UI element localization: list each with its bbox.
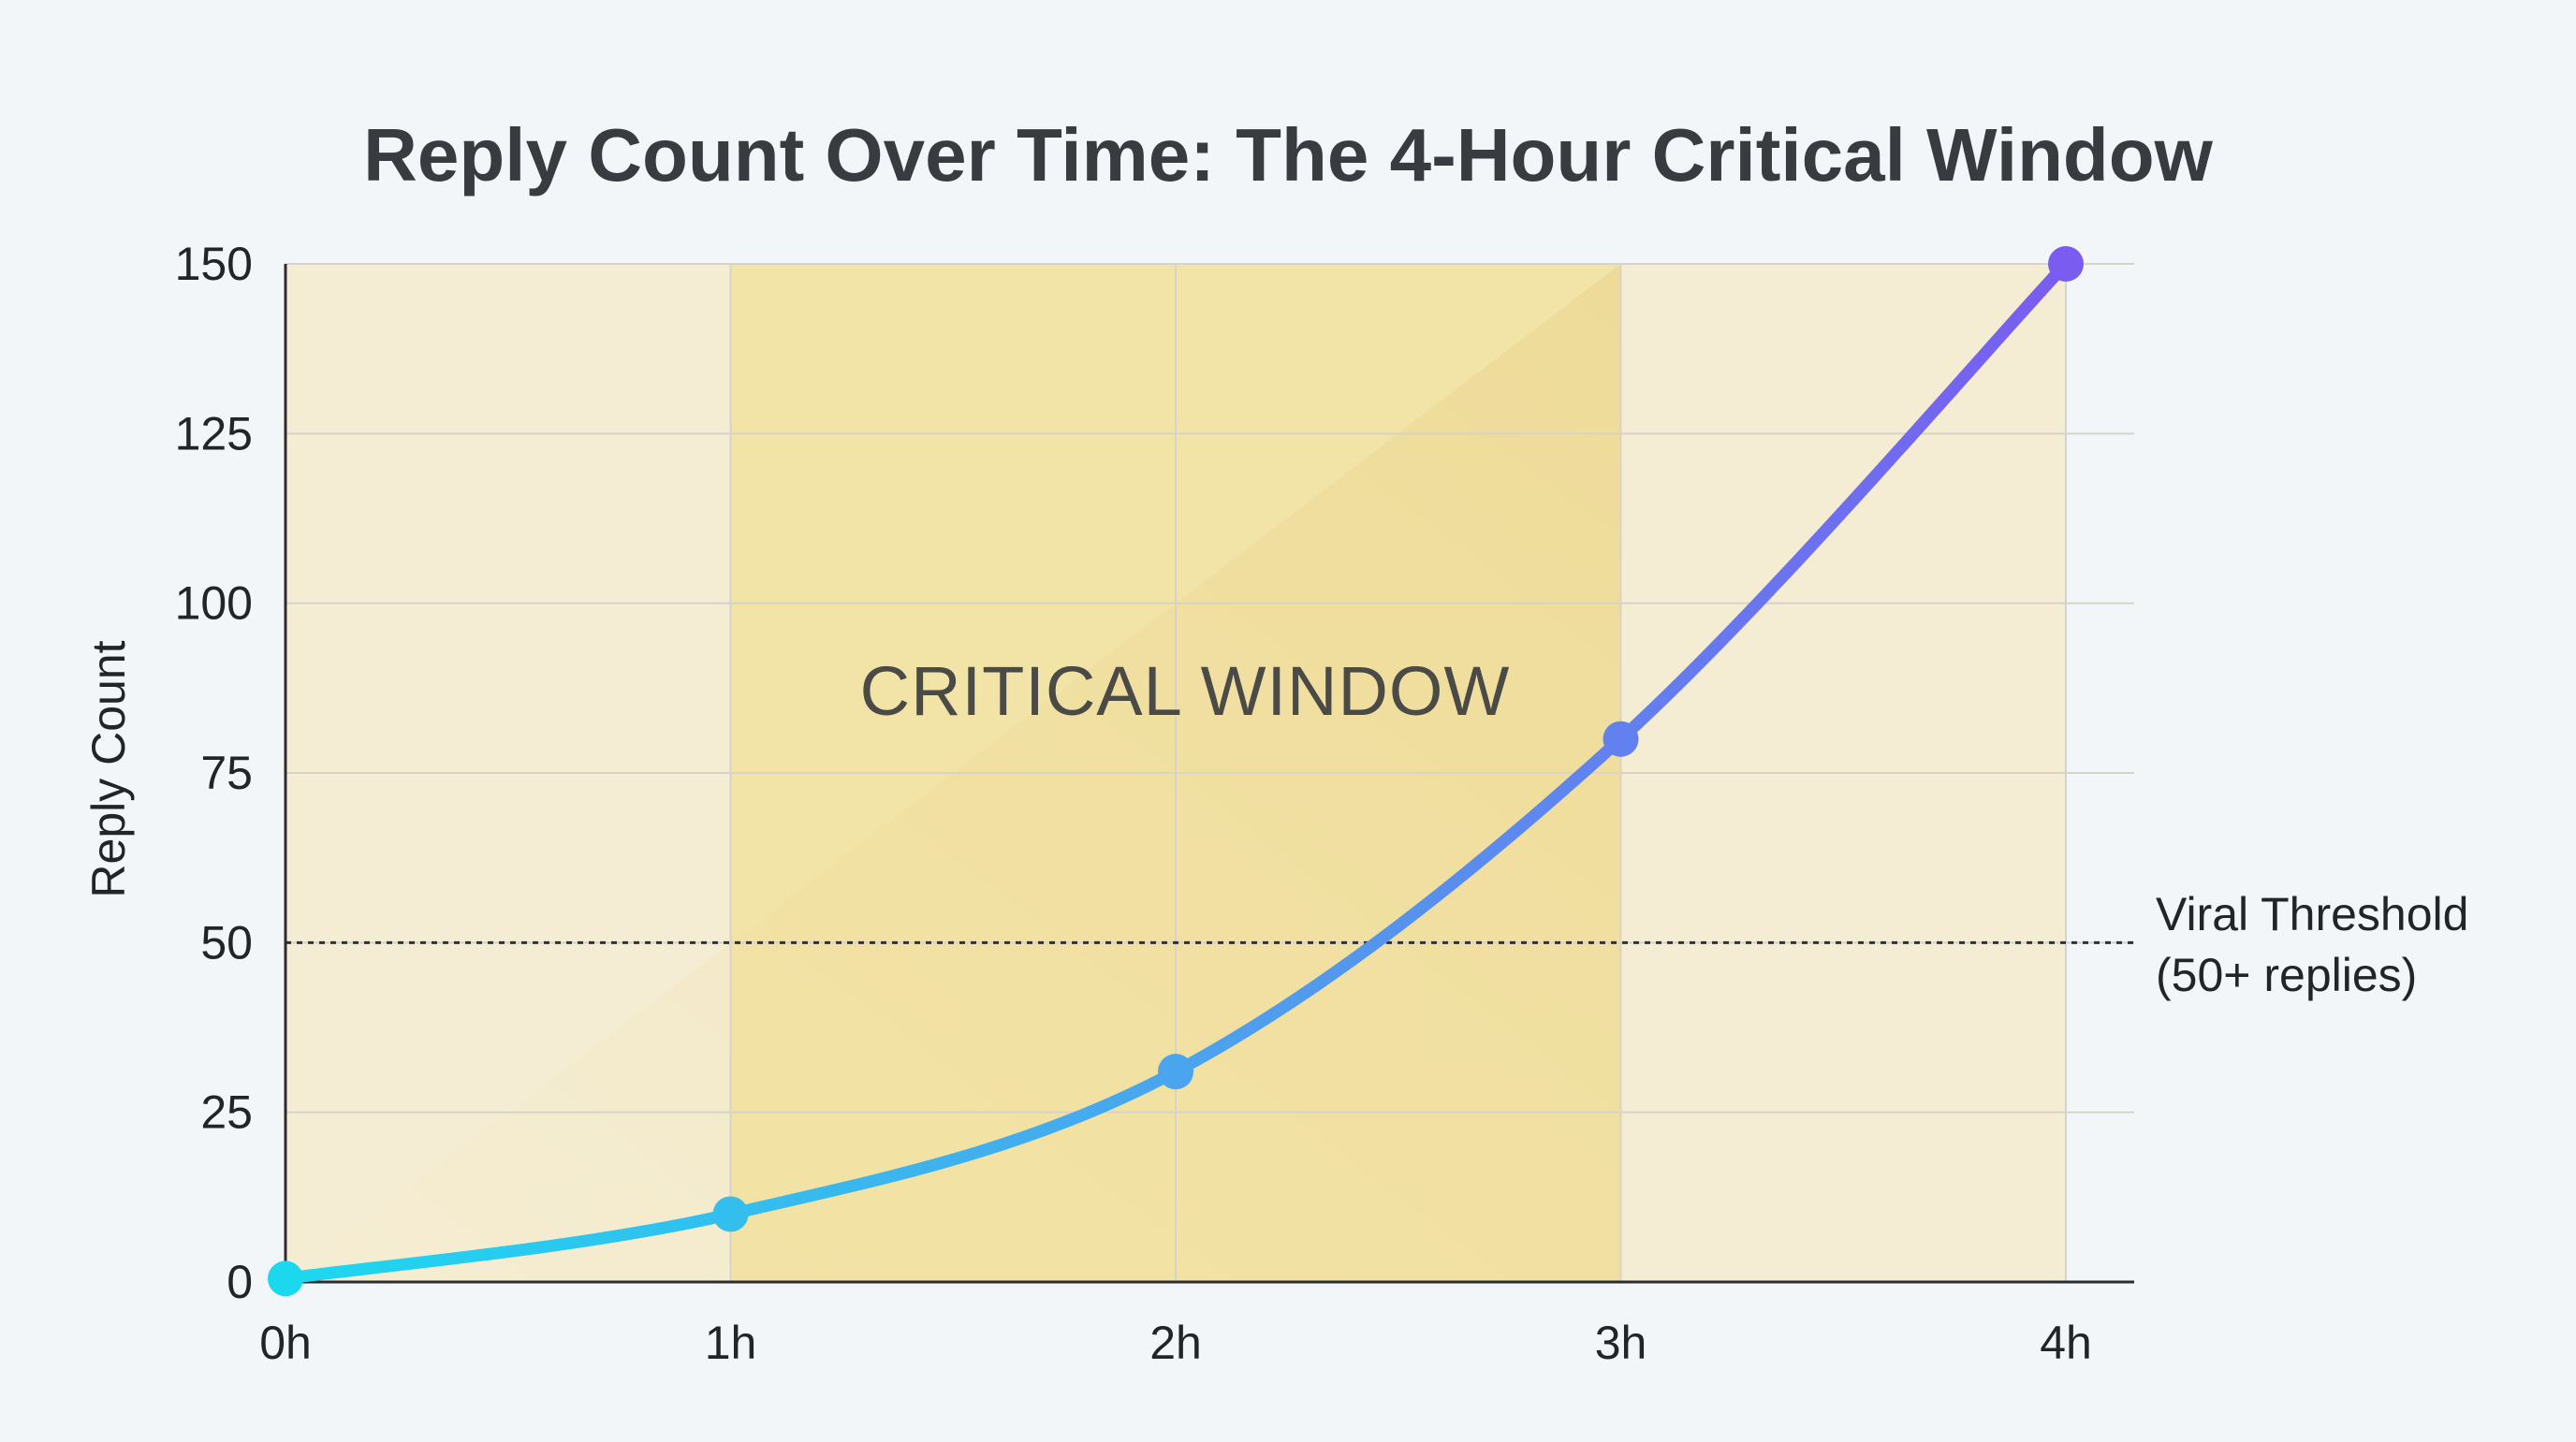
critical-window-label: CRITICAL WINDOW: [860, 652, 1511, 730]
y-tick-label: 75: [200, 747, 253, 799]
x-tick-label: 0h: [259, 1317, 312, 1369]
data-point: [1158, 1054, 1193, 1090]
x-tick-label: 2h: [1149, 1317, 1202, 1369]
chart-title: Reply Count Over Time: The 4-Hour Critic…: [363, 113, 2214, 197]
threshold-label-line2: (50+ replies): [2156, 949, 2417, 1001]
series-line: [279, 257, 2072, 1285]
y-tick-label: 0: [227, 1256, 253, 1308]
y-tick-label: 25: [200, 1086, 253, 1139]
y-axis-label: Reply Count: [82, 640, 135, 897]
data-point: [712, 1196, 749, 1232]
data-point: [268, 1260, 303, 1297]
series-reply-count: [268, 246, 2084, 1297]
y-tick-label: 100: [175, 577, 253, 630]
x-tick-label: 1h: [705, 1317, 757, 1369]
data-point: [2048, 246, 2084, 282]
x-tick-label: 3h: [1595, 1317, 1647, 1369]
grid-lines: [285, 263, 2134, 1282]
y-tick-label: 125: [175, 407, 253, 459]
x-tick-label: 4h: [2040, 1317, 2092, 1369]
axes: 0 25 50 75 100 125 150 0h 1h 2h 3h 4h: [175, 238, 2134, 1369]
data-point: [1603, 721, 1639, 757]
threshold-label-line1: Viral Threshold: [2156, 888, 2468, 940]
y-tick-label: 150: [175, 238, 253, 290]
annotation-labels: CRITICAL WINDOW Viral Threshold (50+ repli…: [860, 652, 2469, 1001]
y-tick-label: 50: [200, 916, 253, 969]
